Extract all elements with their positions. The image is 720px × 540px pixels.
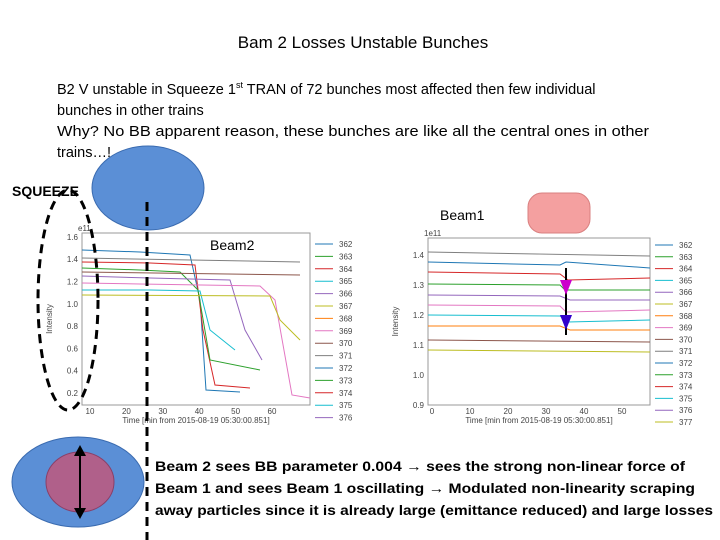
y-tick-label: 1.2 xyxy=(413,311,425,320)
beam2-plot: e11 Intensity Time [min from 2015-08-19 05… xyxy=(45,224,353,425)
legend-label: 365 xyxy=(679,276,693,285)
y-tick-label: 1.4 xyxy=(67,255,79,264)
intro-line: B2 V unstable in Squeeze 1st TRAN of 72 … xyxy=(57,80,596,98)
y-tick-label: 1.1 xyxy=(413,341,425,350)
axis-exponent: 1e11 xyxy=(424,229,442,238)
y-tick-label: 1.4 xyxy=(413,251,425,260)
legend-label: 372 xyxy=(339,364,353,373)
legend-label: 369 xyxy=(679,324,693,333)
y-tick-label: 1.0 xyxy=(67,300,79,309)
plot-lines xyxy=(427,251,651,353)
legend-label: 375 xyxy=(679,394,693,403)
y-tick-label: 0.4 xyxy=(67,367,79,376)
legend-label: 370 xyxy=(339,339,353,348)
y-tick-label: 1.3 xyxy=(413,281,425,290)
legend-label: 368 xyxy=(339,314,353,323)
intro-line: Why? No BB apparent reason, these bunche… xyxy=(57,124,649,140)
y-tick-label: 0.6 xyxy=(67,344,79,353)
intro-line: bunches in other trains xyxy=(57,103,204,119)
intro-text: TRAN of 72 bunches most affected then fe… xyxy=(243,82,596,98)
y-tick-label: 0.8 xyxy=(67,322,79,331)
legend-label: 373 xyxy=(679,371,693,380)
legend-label: 362 xyxy=(679,241,693,250)
arrow-head xyxy=(74,445,86,456)
legend-label: 362 xyxy=(339,240,353,249)
y-tick-label: 1.2 xyxy=(67,278,79,287)
legend-label: 363 xyxy=(679,253,693,262)
conclusion-line: away particles since it is already large… xyxy=(155,502,713,518)
legend-label: 367 xyxy=(339,302,353,311)
x-tick-label: 20 xyxy=(504,407,513,416)
legend-label: 375 xyxy=(339,401,353,410)
legend-label: 371 xyxy=(339,352,353,361)
x-tick-label: 50 xyxy=(231,407,240,416)
beam1-plot: 1e11 Intensity Time [min from 2015-08-19 0… xyxy=(391,229,693,427)
x-tick-label: 40 xyxy=(195,407,204,416)
intro-line: trains…! xyxy=(57,145,111,161)
dashed-ellipse xyxy=(36,188,100,412)
x-tick-label: 40 xyxy=(580,407,589,416)
y-axis-label: Intensity xyxy=(45,304,54,334)
plot-lines xyxy=(81,249,311,399)
legend-label: 366 xyxy=(339,290,353,299)
intro-text: B2 V unstable in Squeeze 1 xyxy=(57,82,236,98)
x-tick-label: 50 xyxy=(618,407,627,416)
legend-label: 370 xyxy=(679,335,693,344)
legend-label: 374 xyxy=(679,383,693,392)
legend-label: 373 xyxy=(339,376,353,385)
x-tick-label: 30 xyxy=(542,407,551,416)
beam2-label: Beam2 xyxy=(210,237,255,253)
slide-title: Bam 2 Losses Unstable Bunches xyxy=(238,33,488,52)
legend-label: 368 xyxy=(679,312,693,321)
y-tick-label: 1.6 xyxy=(67,233,79,242)
legend-label: 372 xyxy=(679,359,693,368)
beam1-label: Beam1 xyxy=(440,207,485,223)
axis-exponent: e11 xyxy=(78,224,91,233)
y-tick-label: 0.2 xyxy=(67,389,79,398)
superscript: st xyxy=(236,80,244,90)
legend-label: 371 xyxy=(679,347,693,356)
legend-label: 377 xyxy=(679,418,693,427)
y-tick-label: 0.9 xyxy=(413,401,425,410)
x-tick-label: 10 xyxy=(86,407,95,416)
legend-label: 367 xyxy=(679,300,693,309)
x-tick-label: 0 xyxy=(430,407,435,416)
conclusion-line: Beam 1 and sees Beam 1 oscillating → Mod… xyxy=(155,480,695,496)
legend-label: 369 xyxy=(339,327,353,336)
beam1-shape xyxy=(527,192,591,234)
y-axis-label: Intensity xyxy=(391,307,400,337)
legend-label: 376 xyxy=(339,414,353,423)
legend-label: 364 xyxy=(339,265,353,274)
legend-label: 364 xyxy=(679,265,693,274)
x-axis-label: Time [min from 2015-08-19 05:30:00.851] xyxy=(465,416,612,425)
legend-label: 365 xyxy=(339,277,353,286)
legend-label: 376 xyxy=(679,406,693,415)
x-tick-label: 20 xyxy=(122,407,131,416)
x-axis-label: Time [min from 2015-08-19 05:30:00.851] xyxy=(122,416,269,425)
legend-label: 374 xyxy=(339,389,353,398)
x-tick-label: 60 xyxy=(268,407,277,416)
arrow-head xyxy=(74,508,86,519)
x-tick-label: 10 xyxy=(466,407,475,416)
x-tick-label: 30 xyxy=(158,407,167,416)
squeeze-label: SQUEEZE xyxy=(12,183,79,199)
beam-ellipse xyxy=(91,145,205,231)
legend-label: 366 xyxy=(679,288,693,297)
conclusion-line: Beam 2 sees BB parameter 0.004 → sees th… xyxy=(155,458,685,474)
y-tick-label: 1.0 xyxy=(413,371,425,380)
legend-label: 363 xyxy=(339,252,353,261)
